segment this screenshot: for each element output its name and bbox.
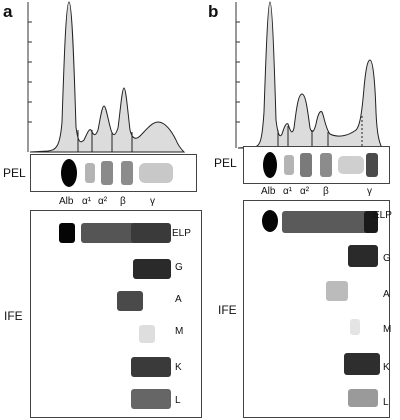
panel-a-lane-m: M: [175, 326, 184, 337]
pel-a-band-a1: [85, 163, 95, 183]
panel-b-lane-l: L: [383, 397, 389, 408]
panel-b-lane-elp: ELP: [373, 210, 392, 221]
panel-a-lane-a: A: [175, 294, 182, 305]
pel-a-band-alb: [61, 159, 77, 187]
ife-b-lane-a: [326, 281, 348, 301]
ife-a-lane-a: [117, 291, 143, 311]
pel-b-band-a2: [300, 153, 312, 177]
ife-b-lane-elp-alb: [262, 210, 278, 232]
panel-b-pel-strip: [243, 146, 390, 184]
panel-a-lane-k: K: [175, 362, 182, 373]
panel-a-label-b: β: [120, 196, 126, 207]
panel-a-label-a1: α¹: [82, 196, 92, 207]
pel-b-band-g: [366, 153, 378, 177]
ife-a-lane-g: [133, 259, 171, 279]
ife-a-lane-m: [139, 325, 155, 343]
panel-b-label-a1: α¹: [283, 186, 293, 197]
panel-a-ife-label: IFE: [4, 309, 23, 323]
pel-a-band-a2: [101, 161, 113, 185]
pel-a-band-g: [139, 163, 173, 183]
ife-b-lane-elp-mid: [282, 211, 372, 233]
pel-a-band-b: [121, 161, 133, 185]
panel-b-label-a2: α²: [300, 186, 310, 197]
panel-a-label-a2: α²: [98, 196, 108, 207]
ife-b-lane-l: [348, 389, 378, 407]
pel-b-band-alb: [263, 152, 277, 178]
panel-b-densitogram: [235, 1, 383, 149]
pel-b-band-b: [320, 153, 332, 177]
panel-b-label-b: β: [323, 186, 329, 197]
panel-b-y-ticks: [236, 21, 240, 123]
ife-b-lane-g: [348, 245, 378, 267]
panel-b-letter: b: [208, 2, 219, 21]
panel-b-lane-k: K: [383, 362, 390, 373]
panel-a-y-ticks: [28, 21, 32, 123]
panel-b-lane-g: G: [383, 253, 391, 264]
pel-b-band-mid: [338, 156, 364, 174]
panel-b-curve: [237, 1, 383, 149]
panel-a-lane-elp: ELP: [172, 228, 191, 239]
panel-b-dividers: [277, 126, 329, 148]
pel-b-band-a1: [284, 155, 294, 175]
panel-a-label-alb: Alb: [59, 196, 74, 207]
panel-a-dividers: [77, 130, 133, 152]
ife-b-lane-k: [344, 353, 380, 375]
ife-a-lane-elp-g: [131, 223, 171, 243]
panel-a-ife-gel: [30, 210, 202, 418]
panel-b-pel-label: PEL: [214, 156, 237, 170]
panel-b-lane-a: A: [383, 289, 390, 300]
panel-b-lane-m: M: [383, 324, 392, 335]
panel-b-label-alb: Alb: [261, 186, 276, 197]
panel-b-label-g: γ: [367, 186, 372, 197]
panel-a-label-g: γ: [150, 196, 155, 207]
panel-a-lane-l: L: [175, 395, 181, 406]
panel-a-lane-g: G: [175, 262, 183, 273]
panel-a-letter: a: [3, 2, 13, 21]
panel-a-curve: [29, 1, 186, 153]
panel-a-densitogram: [27, 1, 186, 153]
panel-a-pel-strip: [30, 154, 197, 192]
panel-b-ife-gel: [243, 200, 390, 418]
ife-a-lane-l: [131, 389, 171, 409]
ife-b-lane-m: [350, 319, 360, 335]
ife-b-lane-elp-g: [364, 211, 378, 233]
ife-a-lane-elp-mid: [81, 223, 137, 243]
panel-b-ife-label: IFE: [218, 303, 237, 317]
ife-a-lane-k: [131, 357, 171, 377]
panel-a-pel-label: PEL: [3, 166, 26, 180]
ife-a-lane-elp-alb: [59, 223, 75, 243]
